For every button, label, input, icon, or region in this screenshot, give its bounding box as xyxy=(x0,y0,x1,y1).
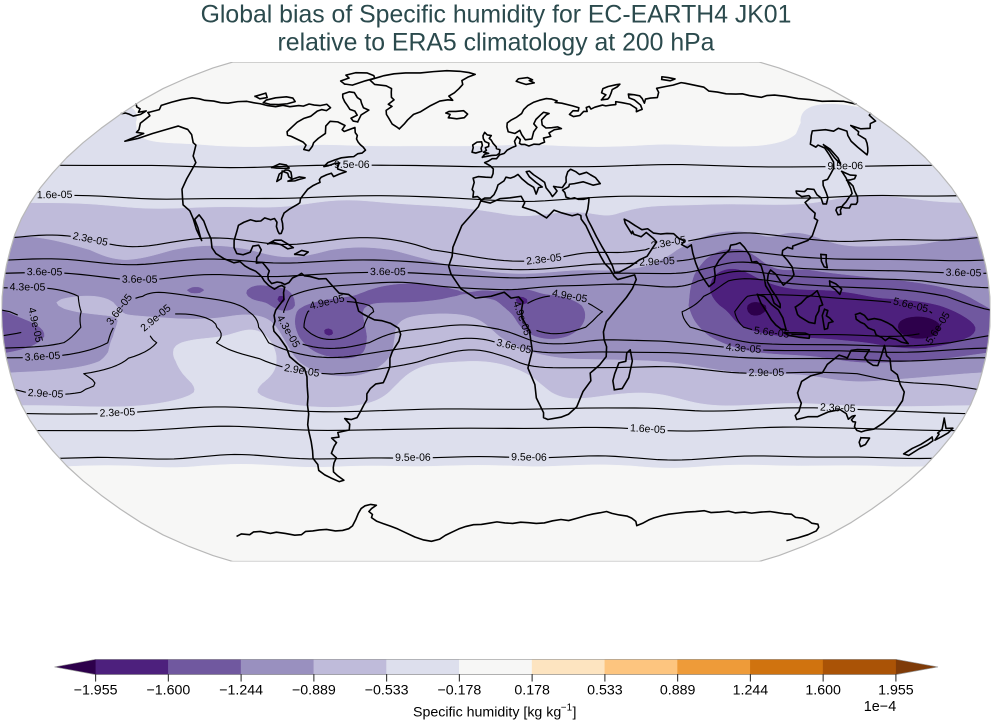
svg-text:2.3e-05: 2.3e-05 xyxy=(526,251,563,267)
svg-text:9.5e-06: 9.5e-06 xyxy=(827,160,863,172)
svg-text:9.5e-06: 9.5e-06 xyxy=(511,451,547,463)
svg-text:2.3e-05: 2.3e-05 xyxy=(99,406,135,420)
svg-text:4.3e-05: 4.3e-05 xyxy=(10,281,46,293)
svg-text:2.9e-05: 2.9e-05 xyxy=(748,367,784,379)
svg-text:0.178: 0.178 xyxy=(514,683,550,699)
svg-text:3.6e-05: 3.6e-05 xyxy=(27,266,63,278)
svg-text:2.9e-05: 2.9e-05 xyxy=(283,362,320,380)
svg-text:0.889: 0.889 xyxy=(660,683,696,699)
svg-text:−1.600: −1.600 xyxy=(146,683,190,699)
svg-text:−0.533: −0.533 xyxy=(365,683,409,699)
svg-text:Specific humidity [kg kg: Specific humidity [kg kg xyxy=(413,705,561,720)
svg-text:1.600: 1.600 xyxy=(805,683,841,699)
svg-text:2.3e-05: 2.3e-05 xyxy=(820,402,856,415)
svg-text:1.955: 1.955 xyxy=(878,683,914,699)
svg-text:9.5e-06: 9.5e-06 xyxy=(334,159,370,171)
svg-text:5.6e-05: 5.6e-05 xyxy=(753,325,790,341)
svg-text:3.6e-05: 3.6e-05 xyxy=(24,350,60,364)
svg-text:2.9e-05: 2.9e-05 xyxy=(639,255,675,269)
svg-text:2.9e-05: 2.9e-05 xyxy=(27,387,63,401)
svg-text:−0.889: −0.889 xyxy=(292,683,336,699)
svg-text:4.3e-05: 4.3e-05 xyxy=(725,341,762,356)
svg-text:−1: −1 xyxy=(561,703,573,714)
svg-text:−1.955: −1.955 xyxy=(74,683,118,699)
svg-text:1.244: 1.244 xyxy=(733,683,769,699)
svg-text:3.6e-05: 3.6e-05 xyxy=(122,274,158,286)
svg-text:3.6e-05: 3.6e-05 xyxy=(946,267,982,280)
svg-text:1e−4: 1e−4 xyxy=(864,699,896,715)
svg-text:3.6e-05: 3.6e-05 xyxy=(370,266,406,278)
svg-text:]: ] xyxy=(573,705,577,720)
svg-text:0.533: 0.533 xyxy=(587,683,623,699)
svg-text:1.6e-05: 1.6e-05 xyxy=(37,189,73,201)
svg-text:9.5e-06: 9.5e-06 xyxy=(395,452,431,464)
svg-text:−0.178: −0.178 xyxy=(437,683,481,699)
svg-text:relative to ERA5 climatology a: relative to ERA5 climatology at 200 hPa xyxy=(278,30,715,57)
svg-text:Global bias of Specific humidi: Global bias of Specific humidity for EC-… xyxy=(201,2,792,29)
svg-text:1.6e-05: 1.6e-05 xyxy=(630,422,666,436)
svg-text:−1.244: −1.244 xyxy=(219,683,263,699)
